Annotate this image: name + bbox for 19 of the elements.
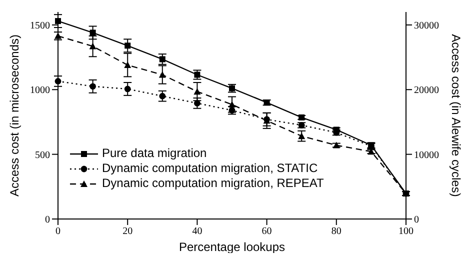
legend-label: Dynamic computation migration, STATIC bbox=[102, 161, 318, 176]
x-tick-label: 100 bbox=[398, 226, 414, 238]
y2-tick-label: 30000 bbox=[414, 20, 439, 32]
y-axis-title: Access cost (in microseconds) bbox=[7, 34, 22, 197]
legend-label: Pure data migration bbox=[102, 146, 207, 161]
y2-tick-label: 20000 bbox=[414, 85, 439, 96]
y-tick-label: 0 bbox=[45, 214, 50, 226]
x-tick-label: 60 bbox=[262, 226, 272, 238]
x-tick-label: 80 bbox=[331, 226, 342, 238]
y-tick-label: 500 bbox=[35, 150, 50, 161]
y-tick-label: 1500 bbox=[30, 20, 50, 32]
y2-tick-label: 0 bbox=[414, 214, 419, 226]
x-tick-label: 0 bbox=[56, 226, 60, 238]
x-tick-label: 20 bbox=[122, 226, 133, 238]
y2-tick-label: 10000 bbox=[414, 150, 439, 161]
y2-axis-title: Access cost (in Alewife cycles) bbox=[448, 34, 463, 197]
x-tick-label: 40 bbox=[192, 226, 202, 238]
y-tick-label: 1000 bbox=[30, 85, 50, 96]
legend-label: Dynamic computation migration, REPEAT bbox=[102, 176, 324, 191]
